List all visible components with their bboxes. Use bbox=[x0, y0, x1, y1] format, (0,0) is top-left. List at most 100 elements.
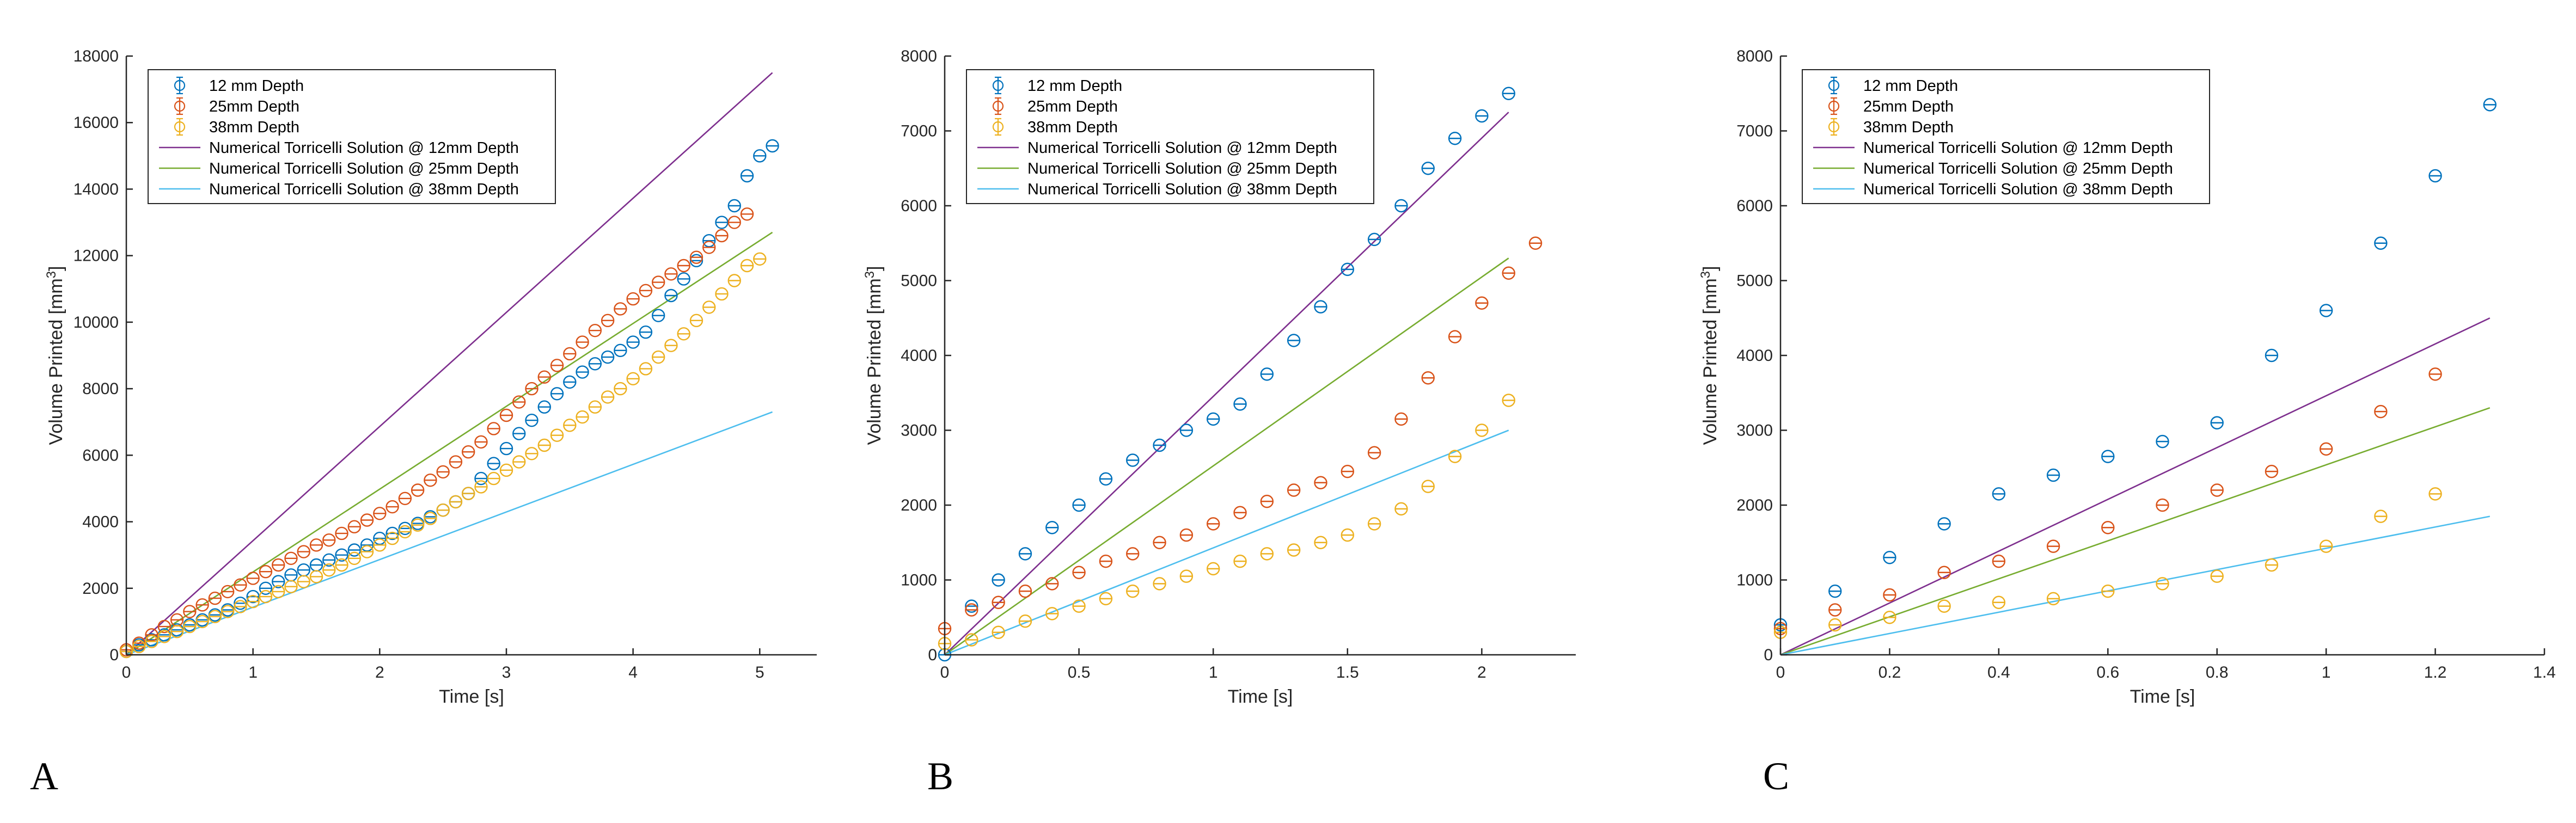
data-point bbox=[677, 272, 690, 286]
legend: 12 mm Depth 25mm Depth 38mm Depth Numerical… bbox=[966, 69, 1374, 204]
data-point bbox=[2428, 487, 2442, 501]
data-point bbox=[335, 558, 348, 572]
x-tick-label: 0.4 bbox=[1987, 664, 2010, 681]
legend-label: Numerical Torricelli Solution @ 25mm Dep… bbox=[1027, 160, 1337, 177]
x-tick-label: 3 bbox=[502, 664, 511, 681]
legend-label: Numerical Torricelli Solution @ 38mm Dep… bbox=[209, 181, 519, 198]
series-line-5 bbox=[944, 429, 1509, 656]
data-point bbox=[727, 216, 741, 229]
data-point bbox=[1502, 87, 1515, 100]
data-point bbox=[2210, 569, 2224, 583]
data-point bbox=[398, 521, 412, 535]
data-point bbox=[487, 422, 500, 435]
data-point bbox=[449, 495, 463, 509]
data-point bbox=[1937, 517, 1951, 531]
data-point bbox=[157, 619, 171, 634]
data-point bbox=[2319, 442, 2333, 456]
x-tick-label: 0.5 bbox=[1068, 664, 1091, 681]
legend-entry: 38mm Depth bbox=[992, 118, 1118, 136]
data-point bbox=[512, 455, 526, 469]
x-tick-label: 0 bbox=[1776, 664, 1785, 681]
data-point bbox=[1992, 554, 2006, 568]
data-point bbox=[322, 533, 336, 547]
data-point bbox=[145, 635, 158, 648]
measured-markers bbox=[119, 139, 779, 659]
data-point bbox=[132, 636, 146, 650]
data-point bbox=[1367, 446, 1381, 459]
data-point bbox=[1367, 517, 1381, 531]
data-point bbox=[157, 630, 171, 643]
data-point bbox=[1018, 614, 1032, 628]
data-point bbox=[474, 471, 488, 486]
legend-entry: 12 mm Depth bbox=[1828, 76, 1958, 95]
chart-panel-c: 0 0.2 0.4 0.6 0.8 1 1.2 1.4 0 1000 2000 3000 4000 500… bbox=[1698, 47, 2556, 707]
data-point bbox=[1937, 599, 1951, 613]
data-point bbox=[1072, 566, 1086, 579]
data-point bbox=[234, 600, 247, 613]
data-point bbox=[2265, 558, 2279, 572]
data-point bbox=[271, 558, 285, 572]
series-line-3 bbox=[1780, 317, 2491, 656]
x-tick-label: 1.4 bbox=[2533, 664, 2556, 681]
data-point bbox=[208, 610, 222, 623]
legend-entry: 12 mm Depth bbox=[992, 76, 1122, 95]
data-point bbox=[992, 625, 1005, 639]
data-point bbox=[563, 347, 577, 361]
data-point bbox=[1045, 521, 1059, 535]
data-point bbox=[537, 370, 551, 384]
data-point bbox=[1018, 584, 1032, 598]
data-point bbox=[753, 252, 767, 266]
data-point bbox=[1341, 464, 1354, 478]
series-line-4 bbox=[944, 257, 1509, 656]
legend-box bbox=[1802, 69, 2210, 204]
data-point bbox=[1233, 506, 1247, 519]
data-point bbox=[626, 292, 640, 306]
data-point bbox=[386, 500, 399, 514]
data-point bbox=[1992, 595, 2006, 609]
data-point bbox=[170, 625, 184, 638]
measured-markers bbox=[1773, 98, 2497, 639]
legend-label: Numerical Torricelli Solution @ 12mm Dep… bbox=[1863, 139, 2173, 157]
data-point bbox=[2156, 498, 2169, 512]
y-tick-label: 4000 bbox=[901, 347, 937, 365]
data-point bbox=[234, 578, 247, 592]
data-point bbox=[1099, 472, 1113, 486]
measured-markers bbox=[938, 87, 1543, 662]
data-point bbox=[1179, 569, 1194, 583]
data-point bbox=[740, 207, 754, 221]
panel-letter: B bbox=[927, 754, 953, 798]
y-tick-label: 2000 bbox=[901, 496, 937, 514]
x-tick-label: 0.8 bbox=[2206, 664, 2229, 681]
data-point bbox=[2319, 539, 2333, 553]
data-point bbox=[1126, 547, 1140, 561]
data-point bbox=[753, 149, 767, 163]
legend-entry: Numerical Torricelli Solution @ 25mm Dep… bbox=[977, 160, 1337, 177]
model-lines bbox=[944, 112, 1509, 656]
data-point bbox=[360, 538, 374, 552]
data-point bbox=[689, 314, 703, 328]
y-tick-label: 7000 bbox=[901, 122, 937, 140]
data-point bbox=[2319, 304, 2333, 317]
data-point bbox=[601, 314, 615, 328]
data-point bbox=[221, 605, 235, 618]
data-point bbox=[271, 575, 285, 588]
data-point bbox=[1206, 517, 1220, 531]
data-point bbox=[588, 400, 602, 414]
data-point bbox=[309, 570, 323, 584]
data-point bbox=[563, 375, 577, 389]
x-tick-label: 5 bbox=[755, 664, 764, 681]
legend-box bbox=[966, 69, 1374, 204]
legend-entry: Numerical Torricelli Solution @ 38mm Dep… bbox=[977, 181, 1337, 198]
y-tick-label: 1000 bbox=[1736, 572, 1773, 589]
x-tick-label: 1 bbox=[2322, 664, 2331, 681]
y-tick-label: 0 bbox=[1764, 646, 1773, 664]
data-point bbox=[424, 512, 437, 525]
y-tick-label: 5000 bbox=[901, 272, 937, 290]
legend: 12 mm Depth 25mm Depth 38mm Depth Numerical… bbox=[148, 69, 556, 204]
data-point bbox=[715, 216, 729, 229]
data-point bbox=[992, 595, 1005, 609]
data-point bbox=[664, 288, 678, 303]
data-point bbox=[347, 551, 361, 565]
data-point bbox=[1045, 577, 1059, 591]
